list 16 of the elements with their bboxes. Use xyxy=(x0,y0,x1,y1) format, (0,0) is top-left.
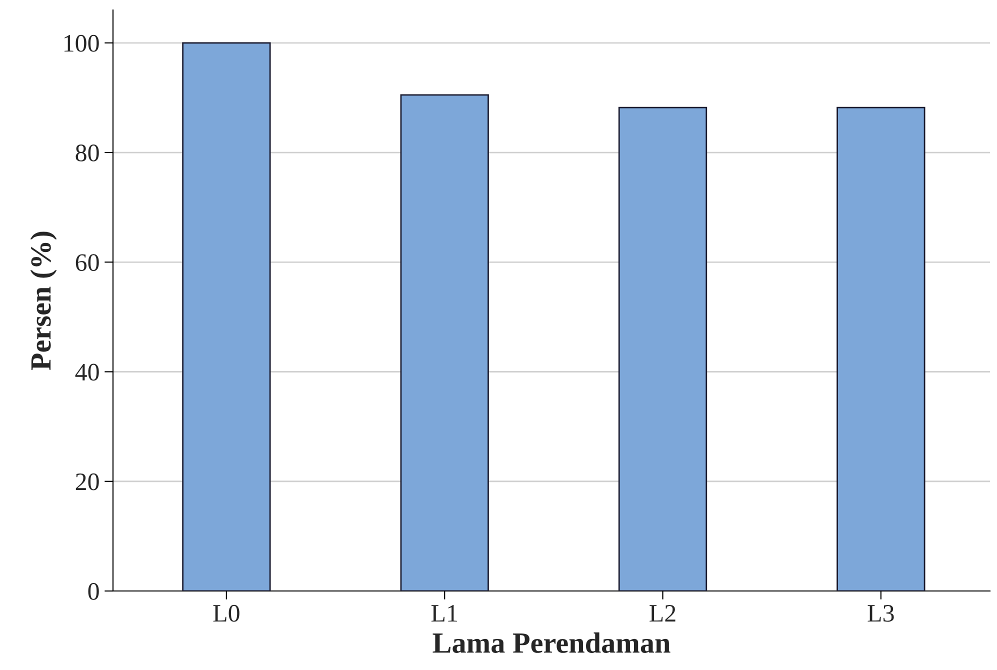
x-tick-label: L1 xyxy=(431,605,457,622)
y-tick-label: 100 xyxy=(64,34,99,52)
x-tick-label: L3 xyxy=(868,604,894,622)
y-tick-label: 20 xyxy=(76,473,99,490)
x-axis-title: Lama Perendaman xyxy=(432,632,670,653)
x-tick-label: L2 xyxy=(650,604,676,622)
y-tick-label: 0 xyxy=(88,583,99,600)
y-axis-title: Persen (%) xyxy=(30,232,57,370)
y-tick-label: 60 xyxy=(76,254,99,272)
y-tick-label: 40 xyxy=(75,364,99,381)
x-tick-label: L0 xyxy=(213,604,240,622)
bar xyxy=(182,42,271,591)
y-tick-label: 80 xyxy=(76,144,99,162)
bar xyxy=(836,106,926,591)
bar xyxy=(618,106,708,591)
bar xyxy=(400,94,489,591)
